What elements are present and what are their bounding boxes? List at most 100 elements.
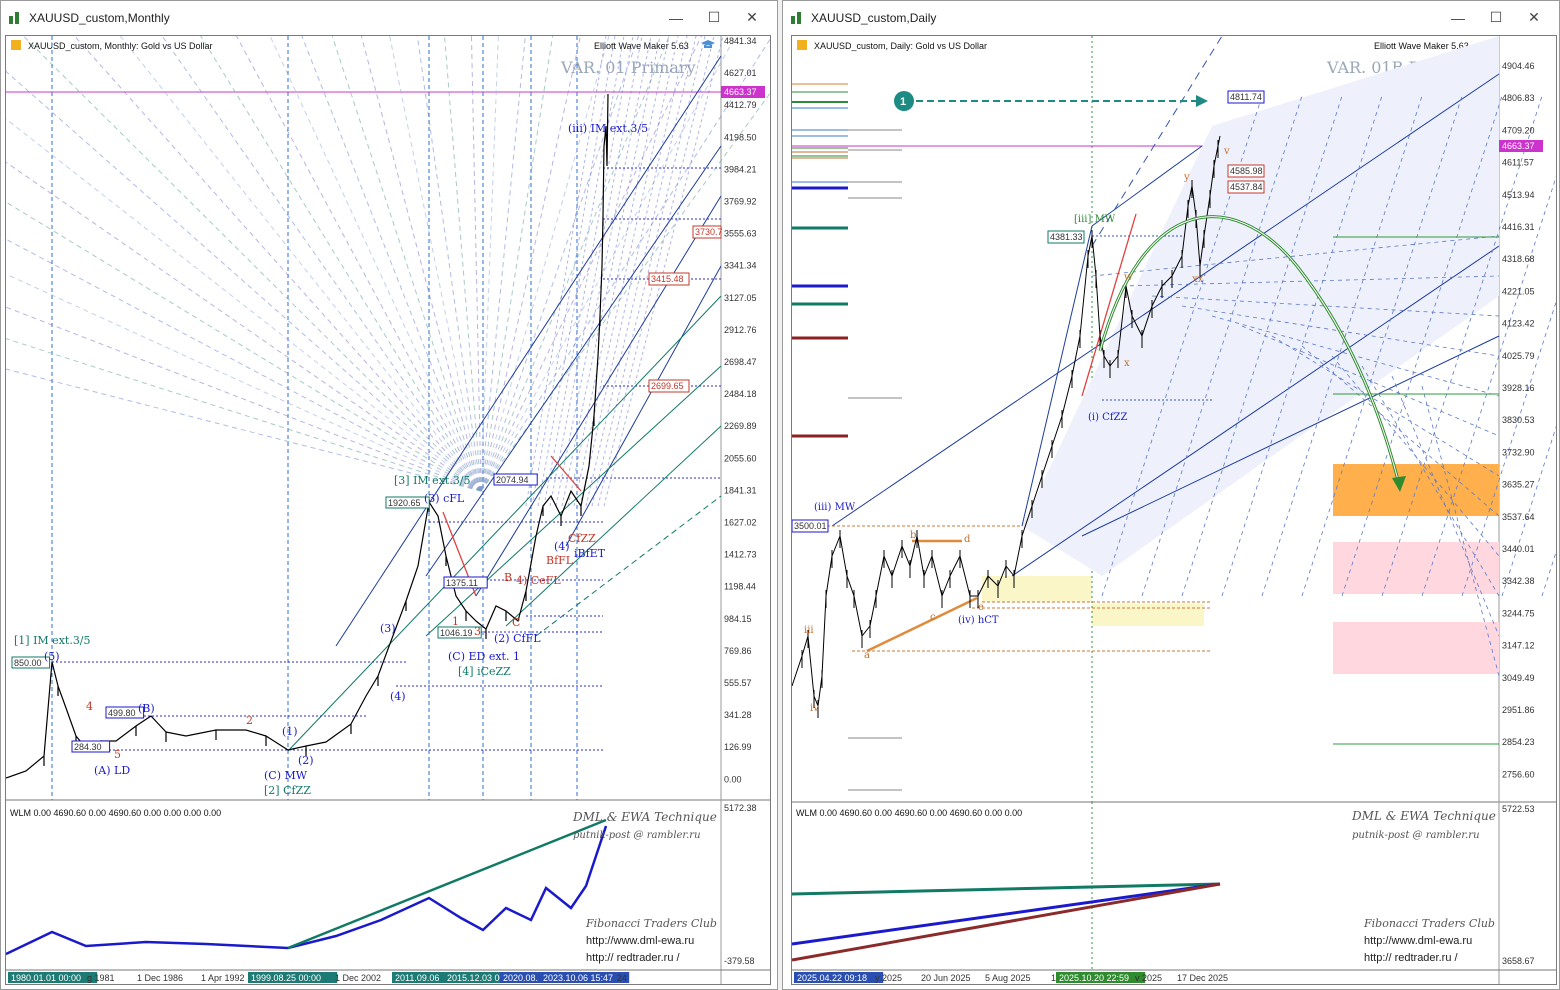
level-box xyxy=(71,740,111,753)
daily-chart-canvas[interactable]: XAUUSD_custom, Daily: Gold vs US Dollar … xyxy=(792,36,1556,984)
minimize-icon[interactable]: — xyxy=(1451,9,1465,26)
maximize-icon[interactable]: ☐ xyxy=(707,9,721,25)
wave-label: 2 xyxy=(246,714,253,727)
sub-axis-min: -379.58 xyxy=(724,956,755,966)
sub-indicator-header: WLM 0.00 4690.60 0.00 4690.60 0.00 4690.… xyxy=(796,808,1022,818)
graduation-cap-icon xyxy=(701,40,715,48)
marker-1-badge[interactable] xyxy=(894,91,914,111)
monthly-chart-window[interactable]: XAUUSD_custom,Monthly — ☐ ✕ XAUUSD_custo… xyxy=(0,0,778,990)
fan-ray xyxy=(6,201,482,492)
daily-chart-window[interactable]: XAUUSD_custom,Daily — ☐ ✕ XAUUSD_custom,… xyxy=(782,0,1560,990)
close-icon[interactable]: ✕ xyxy=(1528,9,1540,25)
sub-axis-max: 5172.38 xyxy=(724,803,757,813)
fib-grid-line xyxy=(1121,275,1500,287)
price-axis-tick: 4416.31 xyxy=(1502,222,1535,232)
price-axis-tick: 1627.02 xyxy=(724,518,757,528)
credit-title: DML & EWA Technique xyxy=(572,810,717,824)
price-axis-tick: 3342.38 xyxy=(1502,576,1535,586)
price-axis-tick: 3555.63 xyxy=(724,229,757,239)
fan-ray xyxy=(73,36,482,492)
wave-label: c xyxy=(930,612,936,623)
level-box xyxy=(437,626,482,639)
time-highlight xyxy=(794,972,884,983)
indicator-name: Elliott Wave Maker 5.63 xyxy=(1374,41,1469,51)
fan-ray xyxy=(416,36,482,492)
price-axis-tick: 4412.79 xyxy=(724,100,757,110)
price-axis-tick: 2055.60 xyxy=(724,453,757,463)
price-axis-tick: 3830.53 xyxy=(1502,415,1535,425)
close-icon[interactable]: ✕ xyxy=(746,9,758,25)
wave-label: iBfET xyxy=(574,547,606,560)
fib-grid-line xyxy=(1211,315,1500,397)
fan-ray xyxy=(161,36,482,492)
daily-title-bar[interactable]: XAUUSD_custom,Daily — ☐ ✕ xyxy=(783,1,1559,34)
price-axis-tick: 2484.18 xyxy=(724,389,757,399)
time-axis-tick: 24 xyxy=(617,973,627,983)
target-zone-pink-2 xyxy=(1333,622,1499,674)
time-axis-tick: 2025.04.22 09:18 xyxy=(797,973,867,983)
price-axis-tick: 1198.44 xyxy=(724,582,756,592)
credit-url-2[interactable]: http:// redtrader.ru / xyxy=(1364,952,1458,964)
price-axis-tick: 3769.92 xyxy=(724,197,757,207)
current-price-tag xyxy=(721,86,765,98)
price-axis-tick: 3244.75 xyxy=(1502,608,1535,618)
current-price-value: 4663.37 xyxy=(724,87,757,97)
fan-ray xyxy=(235,36,482,492)
wave-label: (2) CfFL xyxy=(494,632,541,645)
credit-url-2[interactable]: http:// redtrader.ru / xyxy=(586,952,680,964)
wave-label: iii xyxy=(804,625,814,636)
fan-ray xyxy=(6,368,482,492)
wave-label: v xyxy=(1223,146,1230,157)
monthly-price-chart[interactable]: XAUUSD_custom, Monthly: Gold vs US Dolla… xyxy=(5,35,771,985)
time-highlight xyxy=(1056,972,1146,983)
time-highlight xyxy=(500,972,548,983)
price-axis-tick: 4513.94 xyxy=(1502,190,1535,200)
time-axis-tick: 20 Jun 2025 xyxy=(921,973,971,983)
price-axis-tick: 3049.49 xyxy=(1502,673,1535,683)
fan-ray xyxy=(269,36,482,492)
price-axis-tick: 3341.34 xyxy=(724,261,757,271)
credit-title: DML & EWA Technique xyxy=(1351,809,1496,823)
fan-ray xyxy=(537,36,625,507)
variant-label: VAR. 01 Primary xyxy=(560,58,696,77)
fan-ray xyxy=(480,36,640,492)
price-axis-tick: 769.86 xyxy=(724,646,752,656)
marker-1-label: 1 xyxy=(900,96,906,108)
monthly-title-bar[interactable]: XAUUSD_custom,Monthly — ☐ ✕ xyxy=(1,1,777,34)
wave-label: [3] IM ext.3/5 xyxy=(394,474,471,487)
fan-ray xyxy=(6,238,482,492)
wave-label: (4) xyxy=(554,540,570,553)
credit-email: putnik-post @ rambler.ru xyxy=(573,830,701,841)
fan-ray xyxy=(480,92,770,492)
daily-price-chart[interactable]: XAUUSD_custom, Daily: Gold vs US Dollar … xyxy=(791,35,1557,985)
credit-url-1[interactable]: http://www.dml-ewa.ru xyxy=(586,935,694,947)
price-tag-box xyxy=(1227,180,1265,194)
level-value: 1375.11 xyxy=(446,578,478,588)
wave-label: (4) xyxy=(390,690,406,703)
maximize-icon[interactable]: ☐ xyxy=(1489,9,1503,25)
level-box xyxy=(792,519,829,533)
wave-label: CfZZ xyxy=(568,532,596,545)
fan-ray xyxy=(525,36,607,507)
gold-symbol-icon xyxy=(797,40,807,50)
wave-label: BfFL xyxy=(546,554,574,567)
credit-url-1[interactable]: http://www.dml-ewa.ru xyxy=(1364,935,1472,947)
fan-ray xyxy=(579,36,688,507)
minimize-icon[interactable]: — xyxy=(669,9,683,26)
price-axis-tick: 4025.79 xyxy=(1502,351,1535,361)
time-axis-tick: 1 Dec 2002 xyxy=(335,973,381,983)
chart-app-icon xyxy=(791,11,805,24)
monthly-chart-canvas[interactable]: XAUUSD_custom, Monthly: Gold vs US Dolla… xyxy=(6,36,770,984)
price-axis-tick: 2854.23 xyxy=(1502,737,1535,747)
price-axis-tick: 341.28 xyxy=(724,710,752,720)
fan-ray xyxy=(567,36,670,507)
wave-label: (iii) IM ext.3/5 xyxy=(568,122,648,135)
wave-label: (C) ED ext. 1 xyxy=(448,650,520,663)
price-axis-tick: 4904.46 xyxy=(1502,61,1535,71)
price-axis-tick: 3537.64 xyxy=(1502,512,1535,522)
price-tag-value: 4537.84 xyxy=(1230,182,1263,192)
fan-ray xyxy=(549,36,643,507)
wave-label: (iii) MW xyxy=(814,502,856,513)
fan-ray xyxy=(480,36,526,492)
fan-ray xyxy=(573,36,679,507)
